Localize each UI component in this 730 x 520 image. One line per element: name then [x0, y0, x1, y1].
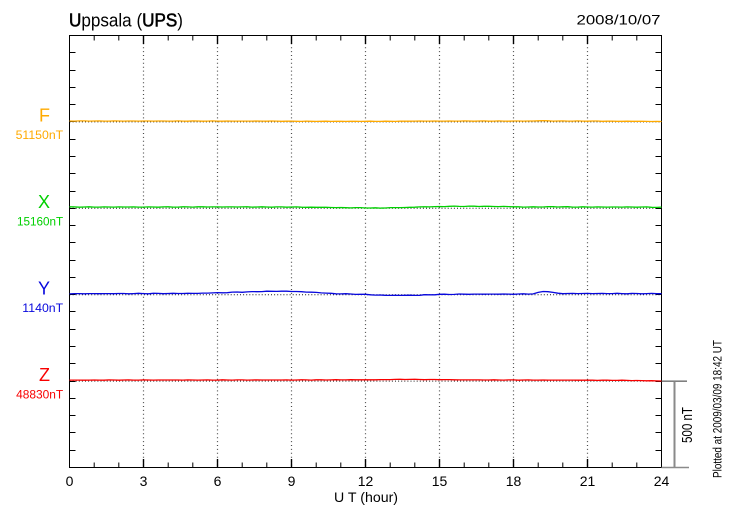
- svg-text:3: 3: [140, 473, 148, 489]
- svg-text:6: 6: [214, 473, 222, 489]
- svg-text:U T (hour): U T (hour): [334, 489, 398, 505]
- svg-text:9: 9: [288, 473, 296, 489]
- svg-text:24: 24: [654, 473, 670, 489]
- svg-text:51150nT: 51150nT: [16, 130, 64, 142]
- svg-text:15: 15: [432, 473, 448, 489]
- svg-text:500 nT: 500 nT: [679, 407, 696, 443]
- svg-text:Y: Y: [38, 278, 50, 298]
- svg-text:18: 18: [506, 473, 522, 489]
- svg-text:0: 0: [66, 473, 74, 489]
- svg-text:2008/10/07: 2008/10/07: [577, 12, 661, 28]
- svg-text:X: X: [38, 192, 50, 212]
- svg-text:12: 12: [358, 473, 374, 489]
- svg-text:1140nT: 1140nT: [22, 303, 63, 315]
- svg-text:Uppsala (UPS): Uppsala (UPS): [69, 11, 183, 31]
- svg-text:Z: Z: [39, 365, 50, 385]
- svg-text:F: F: [39, 106, 50, 126]
- svg-text:48830nT: 48830nT: [16, 389, 63, 401]
- svg-text:21: 21: [580, 473, 596, 489]
- svg-text:Plotted at 2009/03/09 18:42 UT: Plotted at 2009/03/09 18:42 UT: [713, 340, 725, 478]
- svg-text:15160nT: 15160nT: [17, 217, 63, 229]
